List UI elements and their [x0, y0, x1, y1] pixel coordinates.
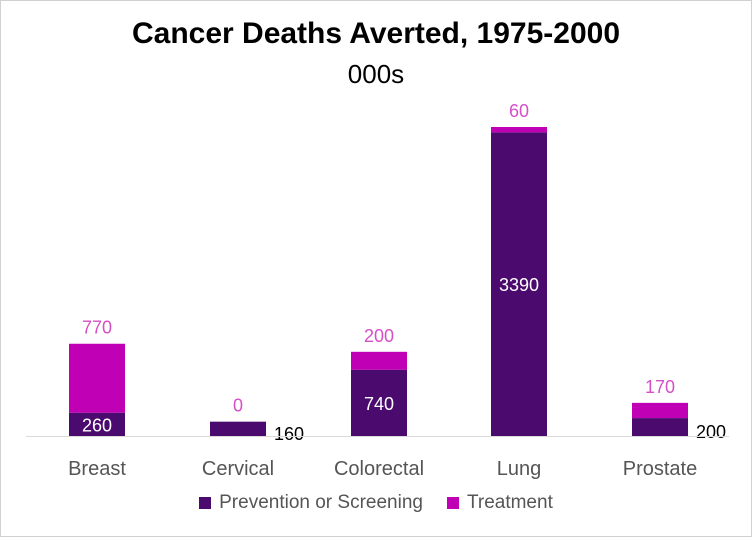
category-label-breast: Breast — [68, 458, 126, 480]
data-label-prevention-prostate: 200 — [696, 422, 726, 442]
category-label-colorectal: Colorectal — [334, 458, 424, 480]
legend-label-treatment: Treatment — [466, 492, 553, 513]
data-label-prevention-lung: 3390 — [499, 275, 539, 295]
data-label-prevention-cervical: 160 — [274, 424, 304, 444]
legend-swatch-prevention — [199, 497, 212, 509]
category-label-lung: Lung — [497, 458, 542, 480]
data-label-prevention-colorectal: 740 — [364, 394, 394, 414]
chart-title: Cancer Deaths Averted, 1975-2000 — [131, 17, 621, 50]
data-label-prevention-breast: 260 — [82, 415, 112, 435]
data-label-treatment-prostate: 170 — [645, 377, 675, 397]
data-label-treatment-cervical: 0 — [233, 396, 243, 416]
bar-prevention-cervical — [210, 421, 266, 436]
legend-label-prevention: Prevention or Screening — [219, 492, 423, 513]
category-label-cervical: Cervical — [202, 458, 274, 480]
category-label-prostate: Prostate — [623, 458, 697, 480]
bar-prevention-colorectal — [351, 369, 407, 436]
bar-prevention-breast — [69, 412, 125, 436]
chart-legend: Prevention or Screening Treatment — [1, 492, 751, 514]
chart-subtitle: 000s — [347, 59, 405, 89]
legend-swatch-treatment — [446, 497, 459, 509]
legend-item-treatment: Treatment — [446, 492, 553, 514]
bar-prevention-prostate — [632, 418, 688, 436]
data-label-treatment-colorectal: 200 — [364, 326, 394, 346]
data-label-treatment-lung: 60 — [509, 101, 529, 121]
legend-item-prevention: Prevention or Screening — [199, 492, 423, 514]
bar-treatment-breast — [69, 343, 125, 413]
bar-treatment-lung — [491, 127, 547, 133]
bar-treatment-colorectal — [351, 351, 407, 370]
bar-treatment-prostate — [632, 402, 688, 419]
data-label-treatment-breast: 770 — [82, 318, 112, 338]
bar-prevention-lung — [491, 132, 547, 437]
